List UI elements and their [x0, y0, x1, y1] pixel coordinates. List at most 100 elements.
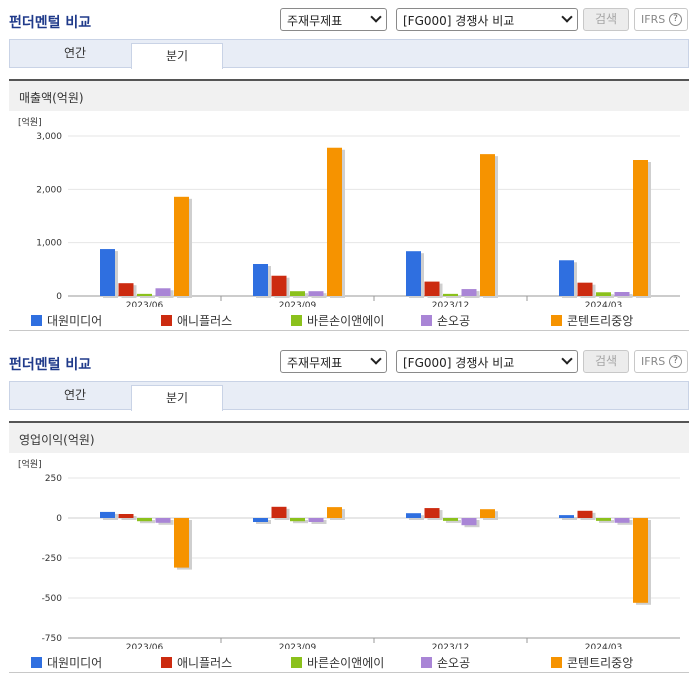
bar-3 — [443, 518, 458, 521]
bar-shadow — [140, 295, 155, 298]
chart-legend: 대원미디어 애니플러스 바른손이앤에이 손오공 콘텐트리중앙 — [9, 651, 689, 673]
search-button[interactable]: 검색 — [583, 8, 629, 31]
bar-5 — [633, 518, 648, 603]
tab-annual[interactable]: 연간 — [63, 388, 87, 402]
y-unit-label: [억원] — [18, 116, 42, 128]
y-tick-label: 0 — [56, 514, 62, 524]
bar-2 — [118, 514, 134, 518]
legend-item: 애니플러스 — [161, 312, 232, 329]
legend-item: 대원미디어 — [31, 654, 102, 671]
bar-1 — [559, 260, 574, 296]
panel-title: 펀더멘털 비교 — [9, 357, 92, 373]
bar-3 — [443, 293, 458, 296]
legend-item: 바른손이앤에이 — [291, 654, 384, 671]
bar-2 — [577, 510, 593, 518]
section-title: 영업이익(억원) — [19, 433, 95, 447]
bar-4 — [614, 292, 630, 296]
section-heading: 영업이익(억원) — [9, 421, 689, 453]
bar-shadow — [599, 294, 614, 298]
bar-2 — [577, 282, 593, 296]
y-tick-label: -750 — [42, 634, 63, 644]
bar-2 — [118, 283, 134, 296]
legend-swatch — [161, 657, 172, 668]
tab-annual[interactable]: 연간 — [63, 46, 87, 60]
revenue-chart: [억원] 0 1,000 2,000 3,000 2023/06 2023/09 2023/1… — [18, 116, 680, 307]
bar-1 — [100, 511, 115, 518]
bar-3 — [137, 293, 152, 296]
ifrs-label: IFRS — [641, 13, 666, 26]
bar-4 — [155, 518, 171, 523]
bar-4 — [614, 518, 630, 523]
legend-item: 손오공 — [421, 654, 470, 671]
bar-shadow — [293, 520, 308, 524]
panel-title: 펀더멘털 비교 — [9, 15, 92, 31]
x-tick-label: 2023/06 — [126, 301, 164, 307]
period-tabs: 연간 분기 — [9, 39, 689, 69]
y-tick-label: 0 — [56, 292, 62, 302]
bar-3 — [596, 292, 611, 296]
x-tick-label: 2024/03 — [585, 301, 622, 307]
bar-1 — [406, 251, 421, 296]
legend-item: 콘텐트리중앙 — [551, 312, 633, 329]
bar-5 — [633, 160, 648, 296]
chevron-down-icon — [370, 11, 382, 23]
legend-item: 콘텐트리중앙 — [551, 654, 633, 671]
y-tick-label: -500 — [42, 594, 63, 604]
panel-header: 펀더멘털 비교 주재무제표 [FG000] 경쟁사 비교 검색 IFRS ? — [0, 342, 696, 380]
statement-select-value: 주재무제표 — [287, 14, 343, 28]
y-unit-label: [억원] — [18, 458, 42, 470]
ifrs-help-button[interactable]: IFRS ? — [634, 8, 688, 31]
chevron-down-icon — [561, 353, 573, 365]
help-icon: ? — [669, 13, 682, 26]
comparison-select[interactable]: [FG000] 경쟁사 비교 — [396, 350, 578, 373]
x-tick-label: 2023/09 — [279, 643, 317, 649]
bar-4 — [461, 289, 477, 296]
bar-4 — [155, 288, 171, 296]
bar-5 — [327, 147, 342, 296]
bar-5 — [174, 196, 189, 296]
statement-select[interactable]: 주재무제표 — [280, 8, 387, 31]
bar-5 — [327, 507, 342, 518]
bar-shadow — [446, 295, 461, 298]
statement-select-value: 주재무제표 — [287, 356, 343, 370]
legend-swatch — [421, 315, 432, 326]
legend-swatch — [291, 657, 302, 668]
search-button[interactable]: 검색 — [583, 350, 629, 373]
bar-2 — [271, 506, 287, 518]
y-tick-label: -250 — [42, 554, 63, 564]
chevron-down-icon — [561, 11, 573, 23]
help-icon: ? — [669, 355, 682, 368]
bar-5 — [480, 509, 495, 518]
bar-1 — [253, 518, 268, 522]
bar-4 — [308, 518, 324, 522]
y-tick-label: 1,000 — [36, 239, 62, 249]
bar-1 — [406, 513, 421, 518]
operating-profit-chart: [억원] -750 -500 -250 0 250 2023/06 2023/09 2023/1… — [18, 458, 680, 649]
legend-swatch — [291, 315, 302, 326]
bar-4 — [461, 518, 477, 526]
bar-2 — [424, 281, 440, 296]
period-tabs: 연간 분기 — [9, 381, 689, 411]
statement-select[interactable]: 주재무제표 — [280, 350, 387, 373]
y-tick-label: 2,000 — [36, 185, 62, 195]
bar-5 — [174, 518, 189, 568]
tab-quarterly[interactable]: 분기 — [131, 385, 223, 411]
bar-shadow — [562, 517, 577, 520]
bar-3 — [290, 518, 305, 522]
y-tick-label: 3,000 — [36, 132, 62, 142]
bar-3 — [137, 518, 152, 522]
legend-swatch — [551, 315, 562, 326]
bar-1 — [100, 249, 115, 296]
comparison-select[interactable]: [FG000] 경쟁사 비교 — [396, 8, 578, 31]
bar-3 — [596, 518, 611, 521]
bar-2 — [271, 275, 287, 296]
x-tick-label: 2023/06 — [126, 643, 164, 649]
bar-5 — [480, 154, 495, 296]
bar-shadow — [599, 520, 614, 523]
ifrs-help-button[interactable]: IFRS ? — [634, 350, 688, 373]
bar-1 — [559, 515, 574, 518]
x-tick-label: 2023/12 — [432, 301, 469, 307]
section-heading: 매출액(억원) — [9, 79, 689, 111]
tab-quarterly[interactable]: 분기 — [131, 43, 223, 69]
legend-item: 애니플러스 — [161, 654, 232, 671]
